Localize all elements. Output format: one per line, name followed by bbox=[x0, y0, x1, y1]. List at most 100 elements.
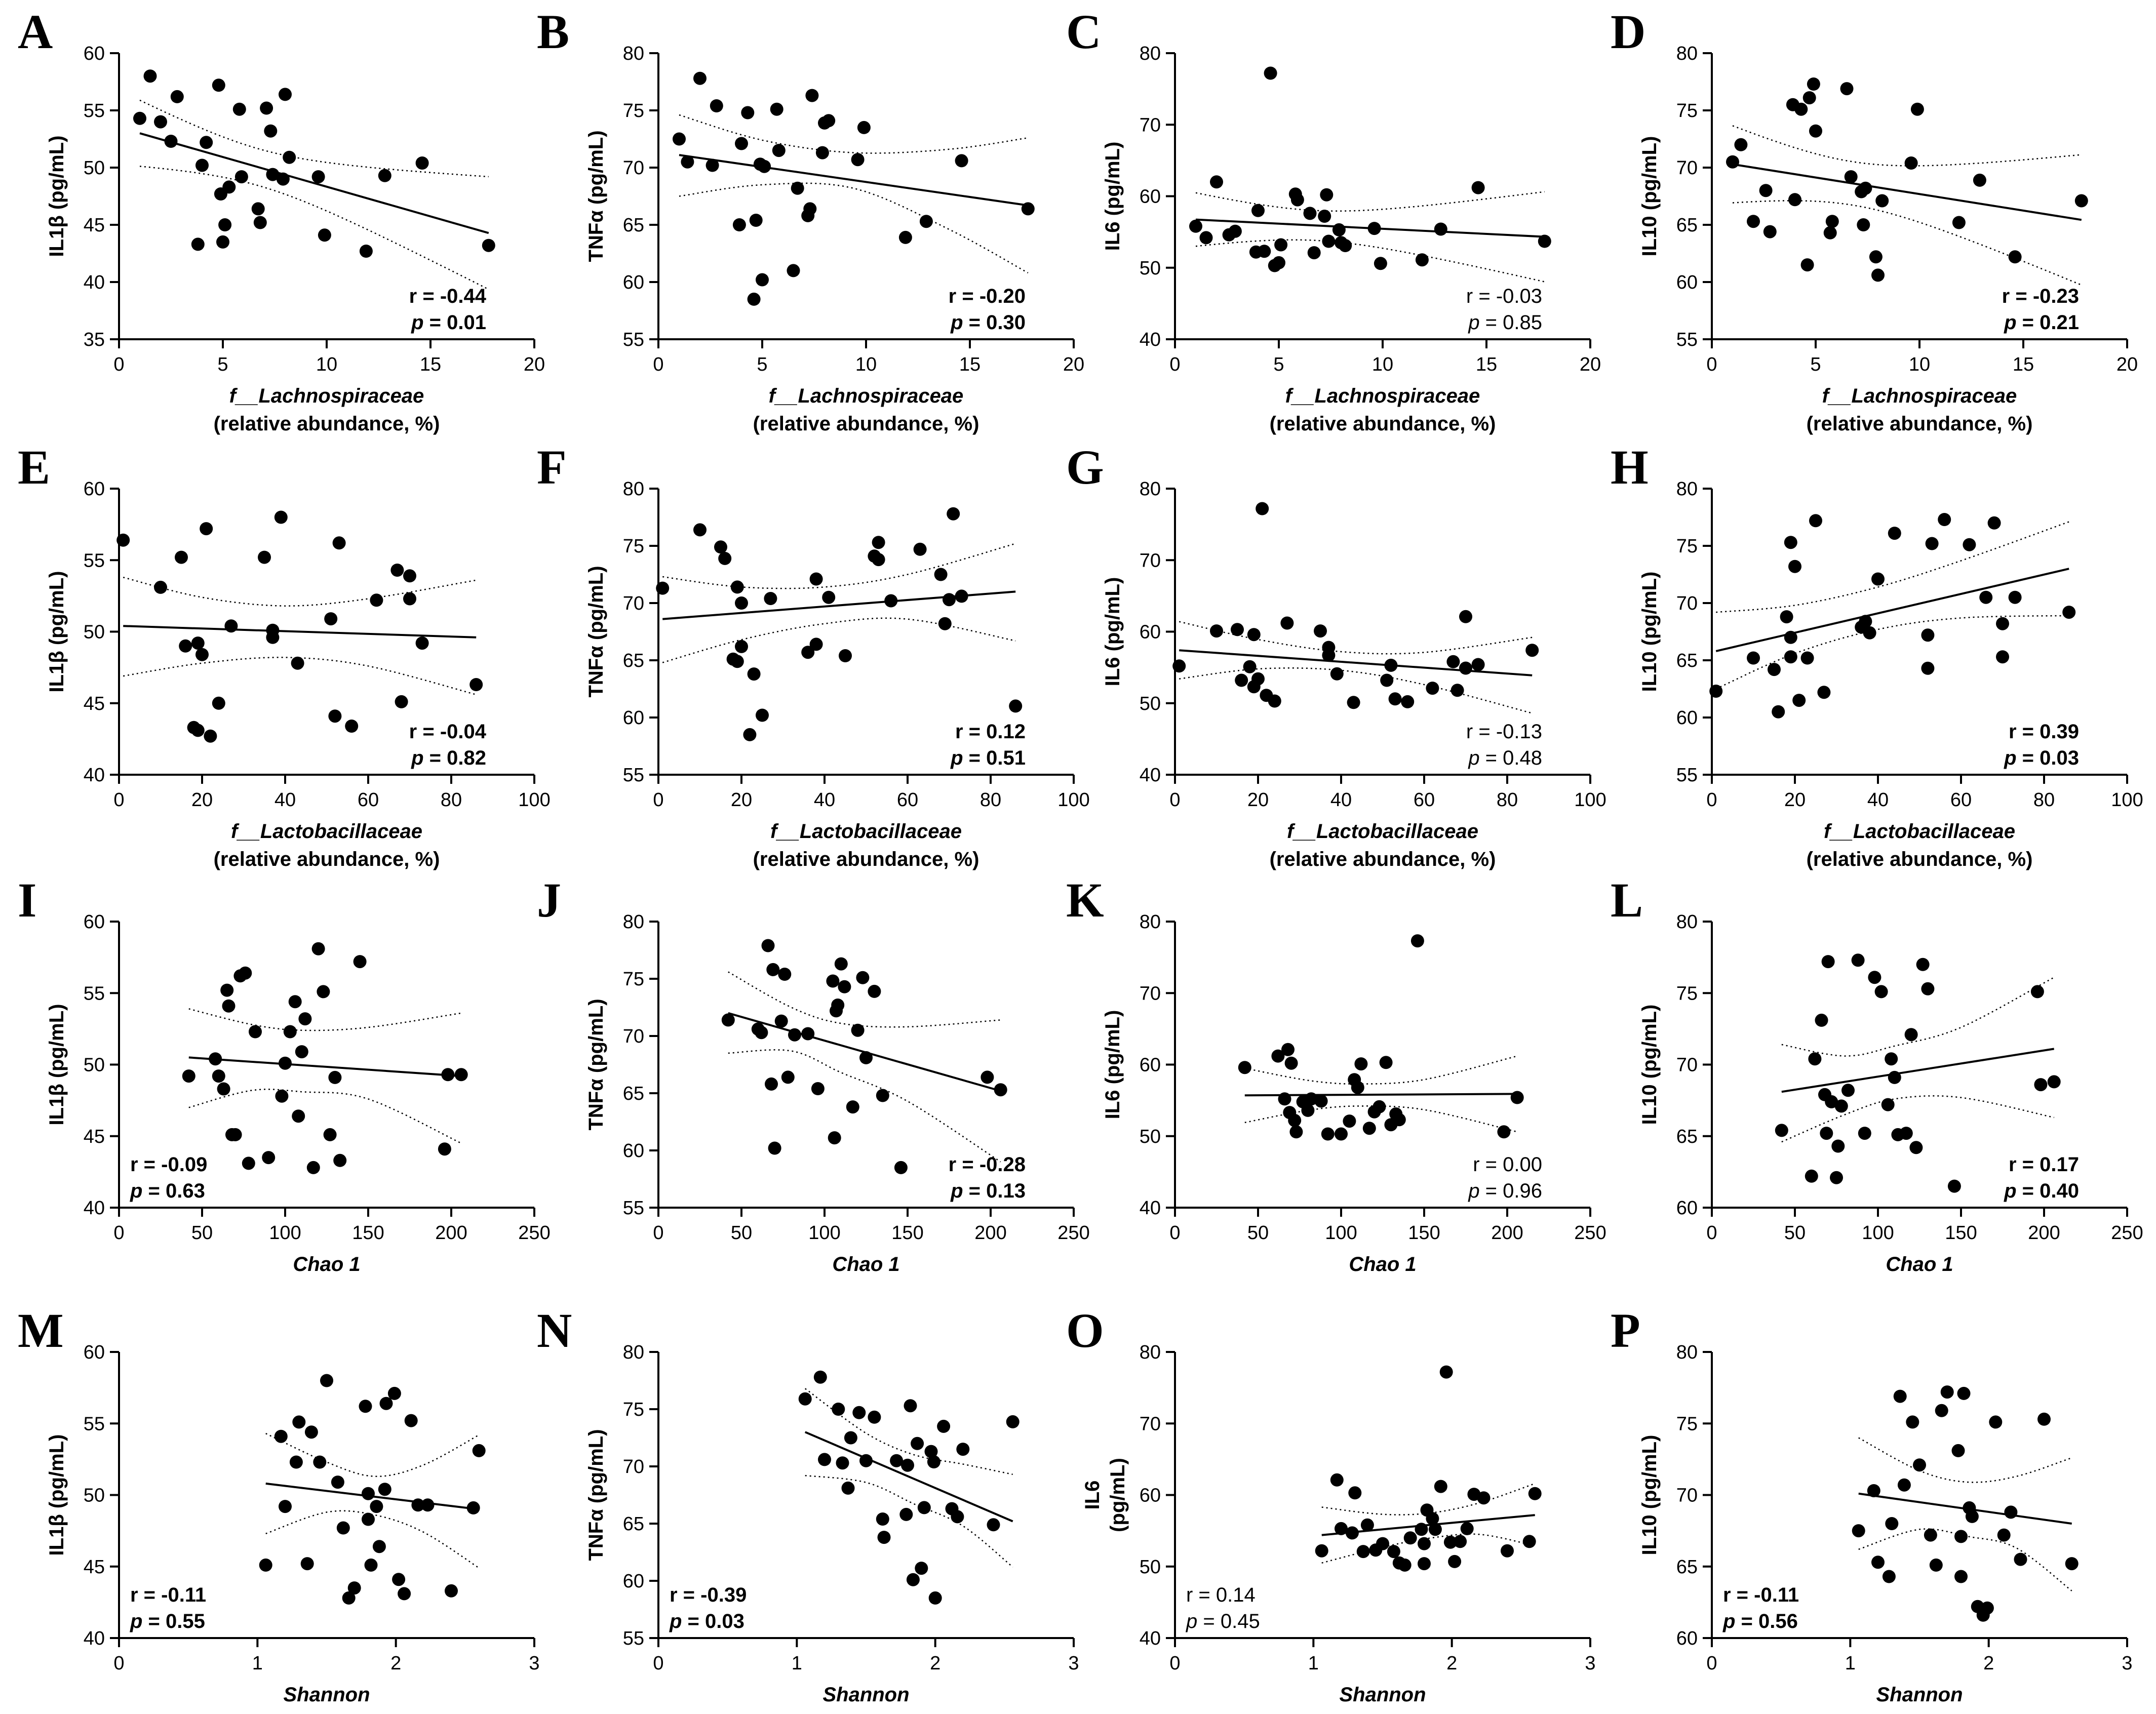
data-point bbox=[259, 1558, 272, 1572]
data-point bbox=[1303, 207, 1317, 220]
regression-line bbox=[139, 132, 489, 234]
p-number: = 0.56 bbox=[1735, 1610, 1797, 1632]
ci-upper-line bbox=[804, 1388, 1013, 1476]
y-tick-label: 70 bbox=[1140, 1413, 1161, 1434]
data-point bbox=[876, 1512, 889, 1526]
p-value: p = 0.96 bbox=[1468, 1180, 1542, 1202]
data-point bbox=[1006, 1415, 1020, 1428]
data-point bbox=[730, 655, 744, 668]
x-tick-label: 150 bbox=[1945, 1222, 1977, 1244]
y-tick-label: 60 bbox=[84, 1342, 105, 1363]
data-point bbox=[266, 623, 280, 637]
data-point bbox=[1362, 1122, 1376, 1135]
data-point bbox=[1343, 1114, 1356, 1128]
x-tick-label: 10 bbox=[855, 354, 877, 375]
data-point bbox=[228, 1128, 242, 1141]
p-symbol: p bbox=[1468, 1180, 1479, 1202]
data-point bbox=[288, 995, 302, 1009]
data-point bbox=[1335, 1522, 1348, 1535]
data-point bbox=[768, 1141, 781, 1155]
y-tick-label: 60 bbox=[623, 707, 644, 729]
y-tick-label: 60 bbox=[623, 272, 644, 293]
data-point bbox=[899, 1507, 913, 1521]
x-tick-label: 40 bbox=[814, 789, 835, 811]
y-tick-label: 60 bbox=[623, 1140, 644, 1162]
x-tick-label: 80 bbox=[441, 789, 462, 811]
data-point bbox=[332, 536, 346, 550]
r-value: r = 0.14 bbox=[1186, 1584, 1256, 1606]
x-tick-label: 0 bbox=[653, 1222, 663, 1244]
data-point bbox=[876, 1089, 889, 1102]
data-point bbox=[275, 1089, 289, 1103]
y-tick-label: 45 bbox=[84, 693, 105, 714]
x-axis-label: Shannon bbox=[822, 1684, 909, 1706]
data-point bbox=[1538, 234, 1551, 248]
data-point bbox=[1788, 193, 1801, 207]
data-point bbox=[318, 228, 331, 242]
data-point bbox=[1367, 222, 1381, 235]
data-point bbox=[693, 523, 707, 537]
data-point bbox=[253, 216, 267, 229]
x-tick-label: 200 bbox=[974, 1222, 1006, 1244]
y-tick-label: 60 bbox=[1676, 1198, 1698, 1219]
data-point bbox=[222, 180, 236, 194]
y-tick-label: 60 bbox=[1140, 622, 1161, 643]
data-point bbox=[1947, 1179, 1961, 1193]
x-tick-label: 80 bbox=[980, 789, 1001, 811]
x-tick-label: 3 bbox=[2122, 1653, 2132, 1674]
data-point bbox=[372, 1540, 386, 1553]
y-axis-label: IL1β (pg/mL) bbox=[46, 1004, 68, 1126]
data-point bbox=[1825, 215, 1839, 228]
data-point bbox=[1830, 1171, 1843, 1184]
data-point bbox=[220, 983, 234, 997]
data-point bbox=[851, 153, 865, 167]
data-point bbox=[1772, 705, 1785, 719]
x-axis-label: f__Lachnospiraceae bbox=[1822, 385, 2017, 407]
data-point bbox=[938, 617, 952, 630]
data-point bbox=[811, 1082, 825, 1095]
p-symbol: p bbox=[950, 747, 963, 769]
data-point bbox=[466, 1501, 480, 1514]
data-point bbox=[204, 729, 217, 743]
x-tick-label: 5 bbox=[1810, 354, 1821, 375]
data-point bbox=[175, 550, 188, 564]
data-point bbox=[154, 115, 167, 129]
data-point bbox=[1996, 617, 2009, 630]
y-axis-label: IL1β (pg/mL) bbox=[46, 571, 68, 693]
data-point bbox=[813, 1370, 827, 1384]
data-point bbox=[1410, 934, 1424, 948]
data-point bbox=[292, 1415, 306, 1429]
r-value: r = -0.11 bbox=[130, 1584, 206, 1606]
data-point bbox=[947, 507, 960, 521]
data-point bbox=[758, 160, 771, 173]
x-tick-label: 0 bbox=[653, 354, 663, 375]
data-point bbox=[1189, 219, 1202, 233]
data-point bbox=[1448, 1554, 1462, 1568]
data-point bbox=[714, 540, 727, 554]
x-tick-label: 150 bbox=[891, 1222, 923, 1244]
data-point bbox=[749, 214, 763, 227]
p-number: = 0.51 bbox=[963, 747, 1026, 769]
x-tick-label: 3 bbox=[1585, 1653, 1595, 1674]
x-axis-label: f__Lachnospiraceae bbox=[769, 385, 964, 407]
data-point bbox=[1392, 1113, 1406, 1127]
y-tick-label: 50 bbox=[1140, 258, 1161, 279]
data-point bbox=[1332, 223, 1346, 236]
data-point bbox=[182, 1069, 195, 1083]
x-tick-label: 5 bbox=[757, 354, 767, 375]
data-point bbox=[249, 1025, 262, 1039]
data-point bbox=[801, 646, 815, 659]
x-tick-label: 15 bbox=[2013, 354, 2034, 375]
data-point bbox=[1238, 1061, 1251, 1074]
panel-letter: A bbox=[18, 5, 53, 59]
data-point bbox=[333, 1153, 347, 1167]
x-tick-label: 100 bbox=[1862, 1222, 1894, 1244]
data-point bbox=[359, 245, 373, 258]
p-value: p = 0.51 bbox=[950, 747, 1026, 769]
y-tick-label: 70 bbox=[623, 1456, 644, 1478]
data-point bbox=[1384, 658, 1398, 672]
data-point bbox=[755, 1026, 768, 1040]
x-axis-label-sub: (relative abundance, %) bbox=[753, 413, 979, 435]
x-axis-label-sub: (relative abundance, %) bbox=[1270, 848, 1496, 870]
